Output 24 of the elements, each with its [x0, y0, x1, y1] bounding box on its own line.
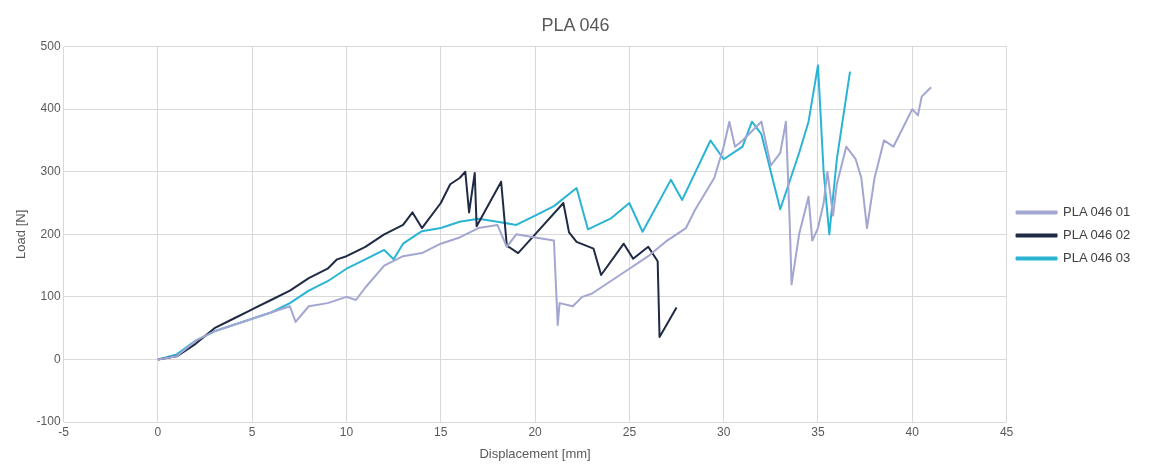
- y-tick-label: 100: [40, 289, 61, 304]
- legend-label: PLA 046 01: [1063, 204, 1131, 220]
- x-tick-label: 40: [905, 424, 920, 439]
- y-tick-label: 0: [53, 351, 61, 366]
- x-tick-label: 0: [154, 424, 162, 439]
- x-tick-label: 5: [248, 424, 256, 439]
- x-tick-label: 45: [999, 424, 1014, 439]
- legend-label: PLA 046 03: [1063, 250, 1131, 266]
- y-tick-label: 500: [40, 38, 61, 53]
- y-tick-label: -100: [36, 414, 61, 429]
- legend-label: PLA 046 02: [1063, 227, 1131, 243]
- x-tick-label: 25: [622, 424, 637, 439]
- x-axis-title: Displacement [mm]: [479, 445, 591, 461]
- x-tick-label: 35: [811, 424, 825, 439]
- x-tick-label: 30: [716, 424, 731, 439]
- y-tick-label: 400: [40, 101, 61, 116]
- x-tick-label: -5: [58, 424, 70, 439]
- y-tick-label: 200: [40, 226, 61, 241]
- chart-title: PLA 046: [541, 14, 610, 35]
- y-axis-title: Load [N]: [13, 209, 29, 259]
- y-tick-label: 300: [40, 164, 61, 179]
- x-tick-label: 15: [434, 424, 448, 439]
- x-tick-label: 10: [339, 424, 354, 439]
- x-tick-label: 20: [528, 424, 543, 439]
